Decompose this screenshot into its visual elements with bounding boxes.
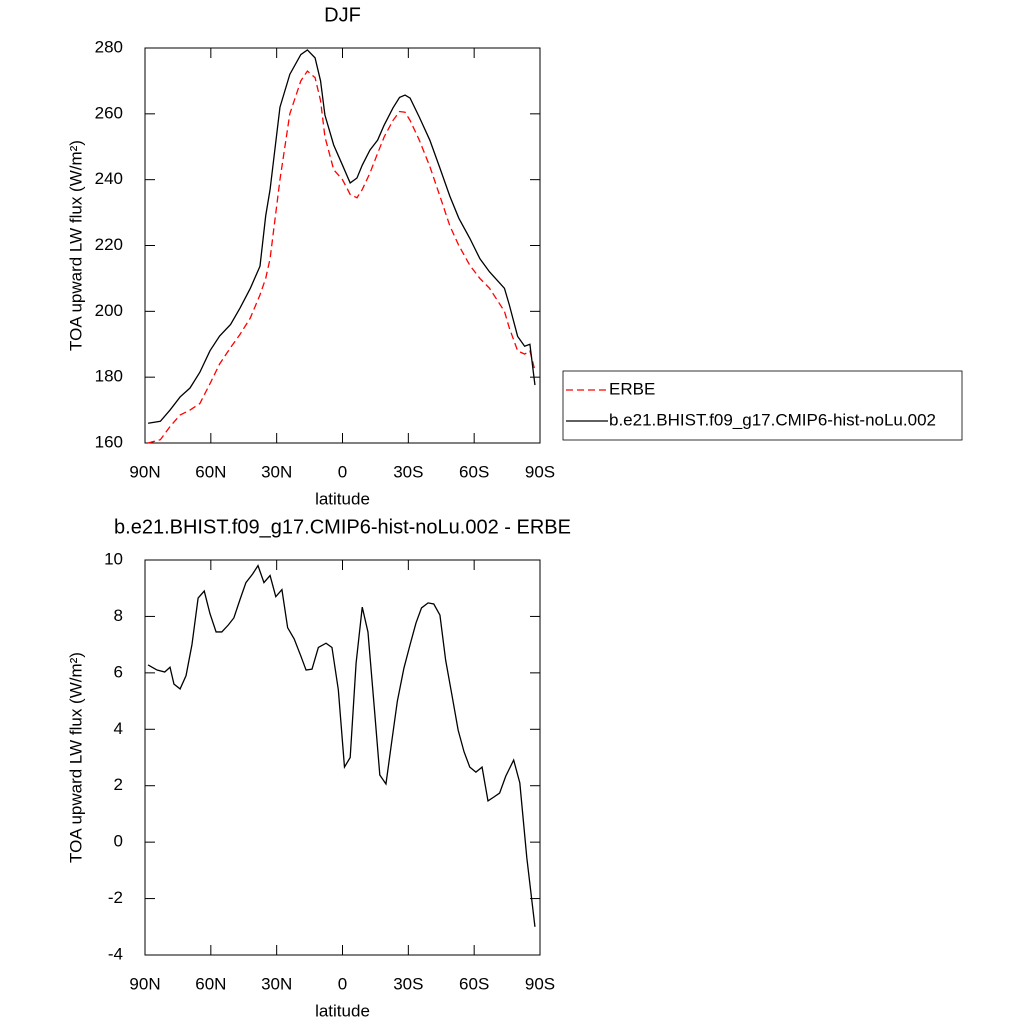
plot-frame: [144, 47, 541, 444]
x-tick-label: 60S: [459, 974, 489, 993]
x-axis-label: latitude: [315, 489, 370, 508]
x-tick-label: 60N: [195, 462, 226, 481]
legend-label: b.e21.BHIST.f09_g17.CMIP6-hist-noLu.002: [609, 410, 936, 429]
y-tick-label: 0: [114, 832, 123, 851]
y-tick-label: 200: [95, 301, 123, 320]
y-tick-label: -4: [108, 944, 123, 963]
x-tick-label: 90S: [525, 462, 555, 481]
y-axis-label: TOA upward LW flux (W/m²): [66, 652, 85, 863]
y-tick-label: 220: [95, 235, 123, 254]
plot-frame: [144, 559, 541, 956]
data-line: [147, 564, 536, 927]
x-tick-label: 60S: [459, 462, 489, 481]
x-tick-label: 0: [338, 462, 347, 481]
y-tick-label: 280: [95, 37, 123, 56]
data-line: [147, 70, 536, 444]
x-tick-label: 30N: [261, 462, 292, 481]
y-tick-label: 4: [114, 719, 123, 738]
y-axis-label: TOA upward LW flux (W/m²): [66, 140, 85, 351]
y-tick-label: 8: [114, 606, 123, 625]
legend-label: ERBE: [609, 379, 655, 398]
y-tick-label: 240: [95, 169, 123, 188]
chart-title: b.e21.BHIST.f09_g17.CMIP6-hist-noLu.002 …: [114, 516, 571, 538]
x-tick-label: 30S: [393, 462, 423, 481]
y-tick-label: 160: [95, 432, 123, 451]
x-tick-label: 30S: [393, 974, 423, 993]
y-tick-label: 260: [95, 103, 123, 122]
x-tick-label: 60N: [195, 974, 226, 993]
y-tick-label: 180: [95, 367, 123, 386]
x-tick-label: 30N: [261, 974, 292, 993]
y-tick-label: 2: [114, 775, 123, 794]
y-tick-label: 10: [104, 549, 123, 568]
chart-title: DJF: [324, 4, 361, 26]
x-tick-label: 0: [338, 974, 347, 993]
x-tick-label: 90N: [129, 974, 160, 993]
data-line: [147, 49, 536, 424]
x-tick-label: 90S: [525, 974, 555, 993]
y-tick-label: -2: [108, 888, 123, 907]
x-tick-label: 90N: [129, 462, 160, 481]
legend-box: [562, 370, 963, 441]
y-tick-label: 6: [114, 662, 123, 681]
x-axis-label: latitude: [315, 1001, 370, 1020]
